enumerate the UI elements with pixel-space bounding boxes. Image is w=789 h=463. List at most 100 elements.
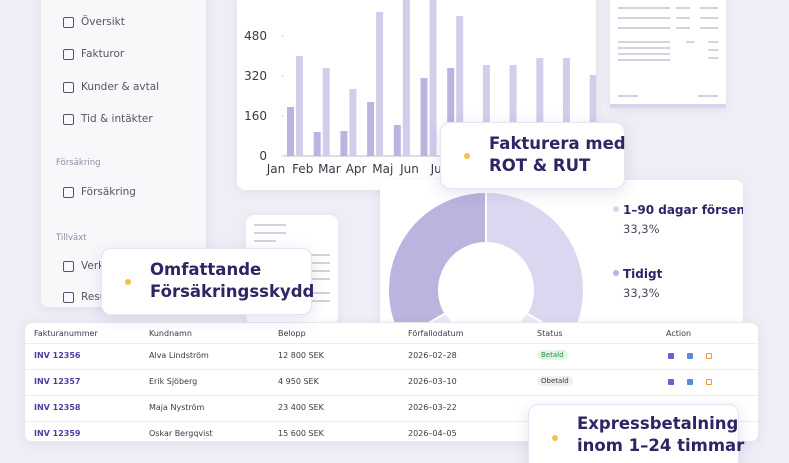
y-tick-label: 320: [244, 69, 267, 83]
table-cell[interactable]: INV 12356: [34, 351, 81, 360]
bar: [456, 16, 464, 156]
action-icon[interactable]: [668, 379, 674, 385]
callout-text: Försäkringsskydd: [150, 282, 315, 301]
bar: [509, 65, 517, 156]
table-cell: Alva Lindström: [149, 351, 209, 360]
callout-text: Expressbetalning: [577, 414, 739, 433]
donut-chart: 1–90 dagar försenad 33,3% Tidigt 33,3%: [387, 190, 743, 340]
bullet: [125, 278, 131, 285]
nav-icon: [63, 292, 74, 303]
action-icon[interactable]: [687, 353, 693, 359]
callout-text: Omfattande: [150, 260, 262, 279]
action-icon[interactable]: [706, 353, 712, 359]
nav-icon: [63, 49, 74, 60]
callout-text: Fakturera med: [489, 134, 626, 153]
table-cell: 23 400 SEK: [278, 403, 324, 412]
table-cell: Oskar Bergqvist: [149, 429, 213, 438]
legend-dot: [613, 270, 619, 276]
y-tick-label: 640: [244, 0, 267, 3]
bar: [313, 132, 321, 156]
table-cell[interactable]: INV 12357: [34, 377, 81, 386]
table-cell: 12 800 SEK: [278, 351, 324, 360]
x-tick-label: Jan: [266, 162, 286, 176]
bar: [402, 0, 410, 156]
table-cell: Erik Sjöberg: [149, 377, 198, 386]
table-header: Action: [666, 329, 692, 338]
header-separator: [25, 343, 758, 344]
x-tick-label: Mar: [318, 162, 341, 176]
row-separator: [25, 421, 758, 422]
table-cell[interactable]: INV 12359: [34, 429, 81, 438]
bar: [296, 56, 303, 156]
bar: [482, 65, 490, 156]
legend-dot: [613, 206, 619, 212]
legend-value: 33,3%: [623, 286, 660, 300]
nav-item[interactable]: Resu: [81, 291, 107, 303]
table-cell: 2026–04–05: [408, 429, 457, 438]
bar: [376, 12, 384, 156]
action-icon[interactable]: [706, 379, 712, 385]
bar: [340, 131, 348, 156]
table-header: Fakturanummer: [34, 329, 98, 338]
status-badge: Obetald: [537, 376, 573, 386]
nav-icon: [63, 187, 74, 198]
donut-segment: [387, 190, 487, 340]
document-thumbnail: [610, 0, 726, 108]
table-header: Förfallodatum: [408, 329, 464, 338]
table-cell: 15 600 SEK: [278, 429, 324, 438]
nav-section: Tillväxt: [56, 233, 87, 243]
nav-item[interactable]: Försäkring: [81, 186, 136, 198]
callout: Fakturera med ROT & RUT: [440, 122, 626, 189]
table-header: Status: [537, 329, 563, 338]
bar: [349, 89, 357, 156]
callout: Omfattande Försäkringsskydd: [101, 248, 315, 315]
bullet: [552, 435, 558, 441]
donut-segment: [485, 190, 585, 340]
bar: [287, 107, 294, 156]
table-cell: 2026–02–28: [408, 351, 457, 360]
table-header: Kundnamn: [149, 329, 192, 338]
bar: [536, 58, 544, 156]
nav-icon: [63, 261, 74, 272]
bar: [322, 68, 330, 156]
y-tick-label: 480: [244, 29, 267, 43]
nav-section: Försäkring: [56, 158, 101, 168]
bar: [393, 125, 401, 156]
nav-icon: [63, 114, 74, 125]
bar: [563, 58, 570, 156]
callout-text: ROT & RUT: [489, 156, 591, 175]
x-tick-label: Feb: [292, 162, 313, 176]
nav-item[interactable]: Fakturor: [81, 48, 125, 60]
bar: [447, 68, 455, 156]
legend-value: 33,3%: [623, 222, 660, 236]
nav-icon: [63, 82, 74, 93]
nav-item[interactable]: Verk: [81, 260, 105, 272]
bar: [367, 102, 375, 156]
bar: [589, 75, 596, 156]
nav-item[interactable]: Tid & intäkter: [81, 113, 153, 125]
bar: [429, 0, 437, 156]
bar-chart: 0 160 320 480 640 Jan Feb Mar Apr Maj Jun Ju: [244, 0, 596, 176]
status-badge: Betald: [537, 350, 568, 360]
y-tick-label: 160: [244, 109, 267, 123]
nav-item[interactable]: Kunder & avtal: [81, 81, 160, 93]
nav-icon: [63, 17, 74, 28]
nav-item[interactable]: Översikt: [81, 16, 125, 28]
x-tick-label: Apr: [346, 162, 367, 176]
callout-text: inom 1–24 timmar: [577, 436, 745, 455]
document-lines: [610, 7, 726, 108]
legend-label: 1–90 dagar försenad: [623, 203, 743, 217]
table-cell: 4 950 SEK: [278, 377, 319, 386]
table-cell[interactable]: INV 12358: [34, 403, 81, 412]
table-header: Belopp: [278, 329, 306, 338]
action-icon[interactable]: [687, 379, 693, 385]
bar: [420, 78, 428, 156]
table-cell: 2026–03–10: [408, 377, 457, 386]
action-icon[interactable]: [668, 353, 674, 359]
table-cell: 2026–03–22: [408, 403, 457, 412]
x-tick-label: Jun: [399, 162, 419, 176]
donut-card: 1–90 dagar försenad 33,3% Tidigt 33,3%: [380, 180, 743, 340]
callout: Expressbetalning inom 1–24 timmar: [528, 404, 744, 463]
legend-label: Tidigt: [623, 267, 663, 281]
